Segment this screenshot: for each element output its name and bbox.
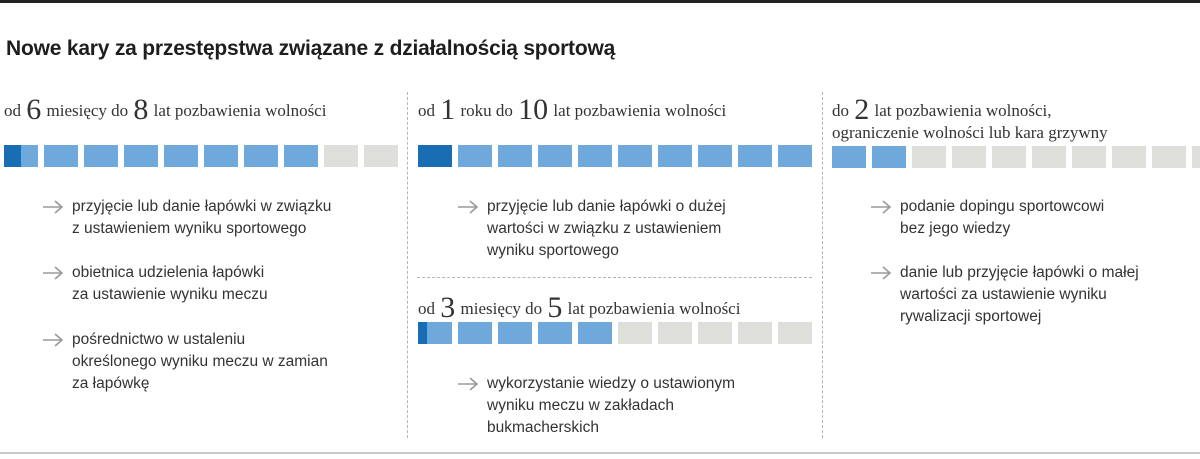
scale-segment-filled: [204, 145, 238, 167]
scale-segment-empty: [738, 322, 772, 344]
offence-text-line: za ustawienie wyniku meczu: [72, 286, 268, 303]
scale-segment-empty: [698, 322, 732, 344]
offence-text-line: pośrednictwo w ustaleniu: [72, 331, 246, 348]
scale-segment-highlight: [418, 145, 452, 167]
offence-text-line: bukmacherskich: [487, 419, 599, 436]
offence-text-line: wartości w związku z ustawieniem: [487, 220, 722, 237]
scale-segment-filled: [458, 145, 492, 167]
scale-segment-empty: [952, 146, 986, 168]
column-divider-1: [407, 92, 408, 438]
offence-text-line: z ustawieniem wyniku sportowego: [72, 220, 307, 237]
offence-text-line: rywalizacji sportowej: [900, 308, 1042, 325]
offence-text-line: bez jego wiedzy: [900, 220, 1011, 237]
scale-segment-empty: [1072, 146, 1106, 168]
scale-segment-filled: [284, 145, 318, 167]
offence-text-line: za łapówkę: [72, 375, 150, 392]
scale-segment-filled: [164, 145, 198, 167]
column-divider-2: [822, 92, 823, 438]
scale-segment-filled: [458, 322, 492, 344]
scale-segment-filled: [832, 146, 866, 168]
offence-text-line: danie lub przyjęcie łapówki o małej: [900, 264, 1139, 281]
scale-segment-empty: [324, 145, 358, 167]
scale-segment-filled: [84, 145, 118, 167]
scale-segment-filled: [658, 145, 692, 167]
arrow-right-icon: [458, 200, 479, 214]
scale-segment-highlight: [4, 145, 21, 167]
offence-text-line: wartości za ustawienie wyniku: [900, 286, 1107, 303]
arrow-right-icon: [43, 266, 64, 280]
arrow-right-icon: [871, 266, 892, 280]
scale-segment-empty: [1152, 146, 1186, 168]
scale-segment-filled: [498, 145, 532, 167]
penalty-scale-bar: [832, 146, 1200, 168]
scale-segment-empty: [778, 322, 812, 344]
penalty-heading: od 6 miesięcy do 8 lat pozbawienia wolno…: [4, 93, 327, 126]
scale-segment-empty: [912, 146, 946, 168]
scale-segment-empty: [364, 145, 398, 167]
penalty-scale-bar: [418, 145, 812, 167]
scale-segment-filled: [4, 145, 38, 167]
scale-segment-filled: [44, 145, 78, 167]
scale-segment-filled: [538, 322, 572, 344]
scale-segment-empty: [1192, 146, 1200, 168]
scale-segment-filled: [578, 322, 612, 344]
scale-segment-filled: [418, 322, 452, 344]
offence-text-line: przyjęcie lub danie łapówki o dużej: [487, 198, 726, 215]
penalty-scale-bar: [4, 145, 398, 167]
scale-segment-filled: [538, 145, 572, 167]
top-rule: [0, 0, 1200, 3]
scale-segment-filled: [124, 145, 158, 167]
arrow-right-icon: [458, 377, 479, 391]
scale-segment-empty: [1032, 146, 1066, 168]
bottom-rule: [0, 452, 1200, 454]
penalty-heading: od 3 miesięcy do 5 lat pozbawienia wolno…: [418, 291, 741, 324]
scale-segment-filled: [244, 145, 278, 167]
offence-text: przyjęcie lub danie łapówki o dużej warto…: [487, 196, 726, 262]
scale-segment-empty: [1112, 146, 1146, 168]
offence-text: przyjęcie lub danie łapówki w związku z u…: [72, 196, 331, 240]
scale-segment-empty: [658, 322, 692, 344]
scale-segment-filled: [778, 145, 812, 167]
section-divider: [417, 277, 812, 278]
penalty-heading: od 1 roku do 10 lat pozbawienia wolności: [418, 93, 727, 126]
scale-segment-filled: [738, 145, 772, 167]
scale-segment-filled: [418, 145, 452, 167]
offence-text-line: przyjęcie lub danie łapówki w związku: [72, 198, 332, 215]
offence-text: danie lub przyjęcie łapówki o małej warto…: [900, 262, 1139, 328]
offence-text-line: określonego wyniku meczu w zamian: [72, 353, 328, 370]
arrow-right-icon: [43, 333, 64, 347]
scale-segment-highlight: [418, 322, 427, 344]
penalty-heading-line2: ograniczenie wolności lub kara grzywny: [832, 123, 1108, 142]
arrow-right-icon: [43, 200, 64, 214]
penalty-scale-bar: [418, 322, 812, 344]
offence-text-line: wykorzystanie wiedzy o ustawionym: [487, 375, 736, 392]
scale-segment-empty: [992, 146, 1026, 168]
offence-text: obietnica udzielenia łapówki za ustawieni…: [72, 262, 268, 306]
scale-segment-filled: [618, 145, 652, 167]
infographic-title: Nowe kary za przestępstwa związane z dzi…: [6, 37, 616, 60]
scale-segment-filled: [872, 146, 906, 168]
scale-segment-filled: [578, 145, 612, 167]
offence-text: wykorzystanie wiedzy o ustawionym wyniku …: [487, 373, 735, 439]
scale-segment-filled: [498, 322, 532, 344]
penalty-heading: do 2 lat pozbawienia wolności,: [832, 93, 1052, 126]
offence-text: pośrednictwo w ustaleniu określonego wyni…: [72, 329, 328, 395]
offence-text: podanie dopingu sportowcowi bez jego wied…: [900, 196, 1104, 240]
offence-text-line: obietnica udzielenia łapówki: [72, 264, 265, 281]
offence-text-line: wyniku sportowego: [487, 242, 619, 259]
offence-text-line: podanie dopingu sportowcowi: [900, 198, 1105, 215]
arrow-right-icon: [871, 200, 892, 214]
scale-segment-empty: [618, 322, 652, 344]
offence-text-line: wyniku meczu w zakładach: [487, 397, 674, 414]
scale-segment-filled: [698, 145, 732, 167]
